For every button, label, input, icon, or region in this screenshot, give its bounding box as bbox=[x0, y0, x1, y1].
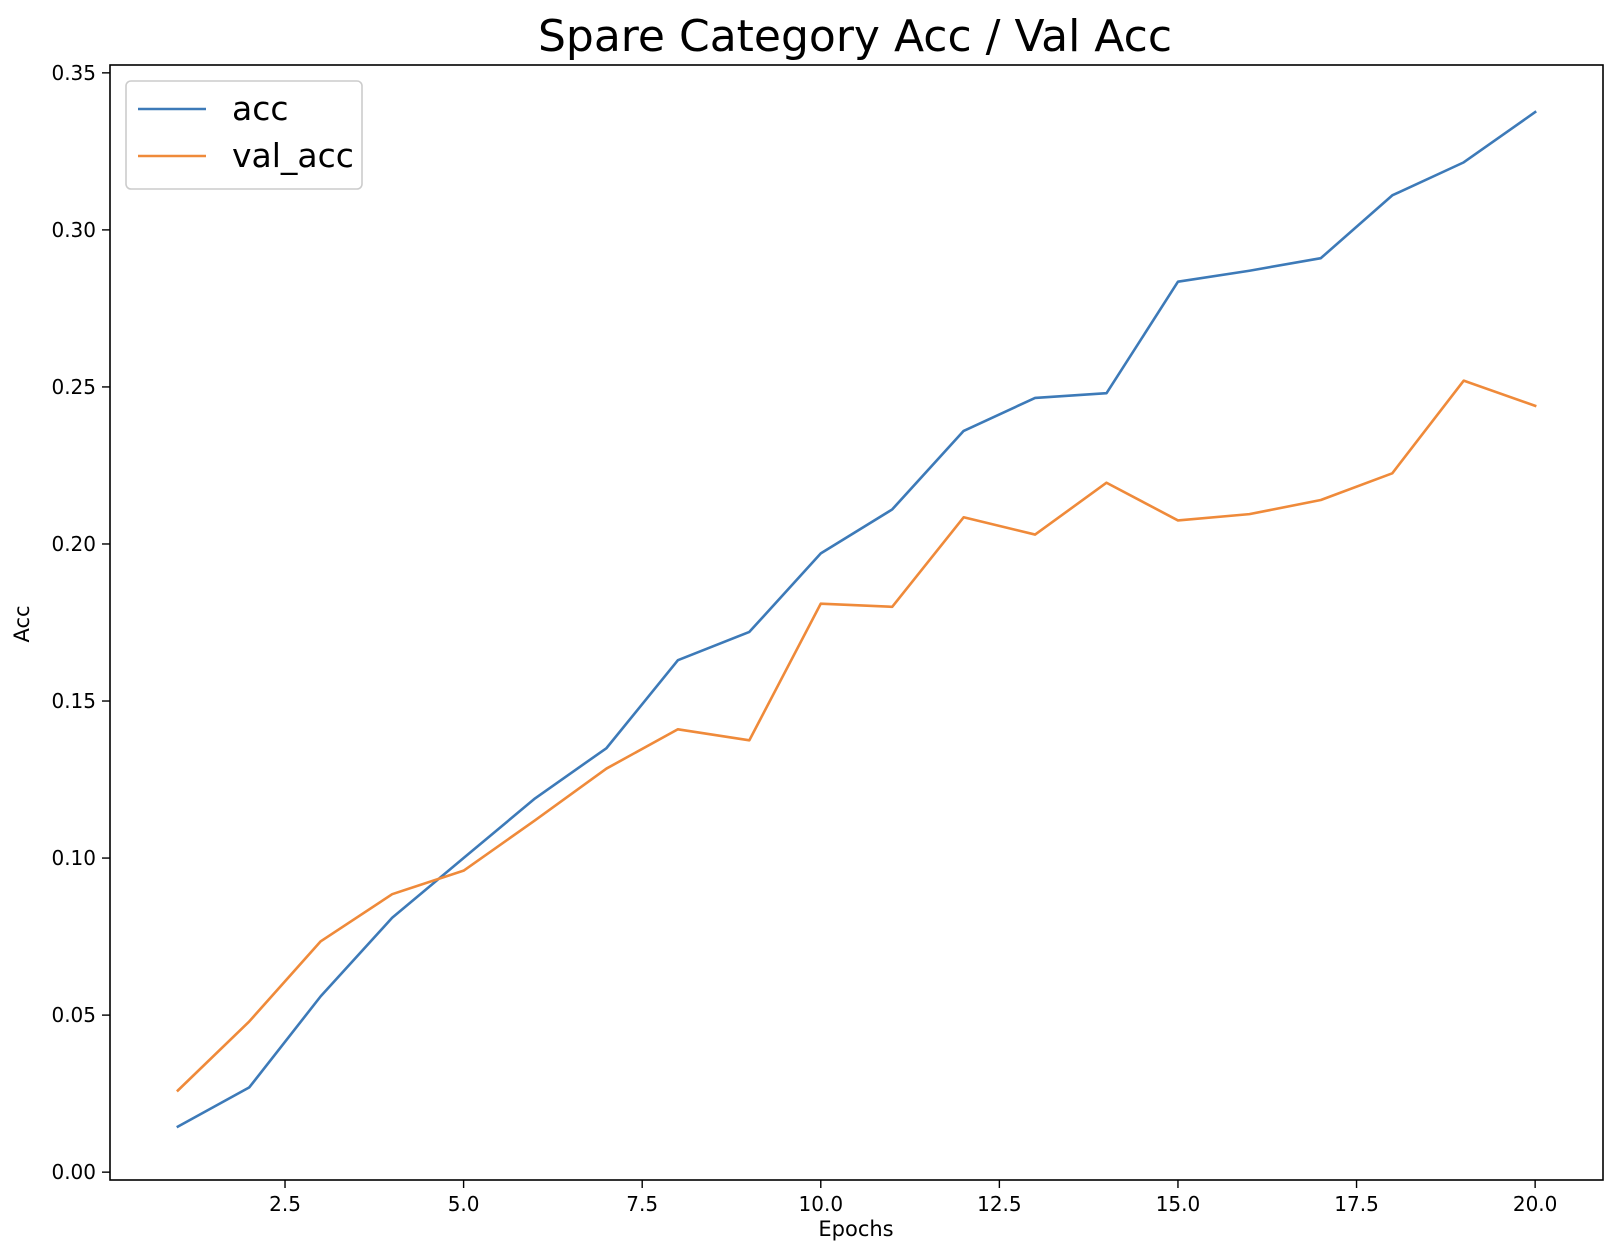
legend: acc val_acc bbox=[125, 80, 363, 190]
y-axis: 0.00 0.05 0.10 0.15 0.20 0.25 0.30 0.35 bbox=[51, 61, 110, 1184]
legend-label: val_acc bbox=[232, 136, 354, 175]
series-layer bbox=[176, 110, 1537, 1129]
x-tick-label: 2.5 bbox=[269, 1192, 301, 1216]
y-tick-label: 0.35 bbox=[51, 61, 96, 85]
x-tick-label: 15.0 bbox=[1156, 1192, 1201, 1216]
x-tick-label: 7.5 bbox=[626, 1192, 658, 1216]
x-tick-label: 12.5 bbox=[977, 1192, 1022, 1216]
y-tick-label: 0.00 bbox=[51, 1160, 96, 1184]
y-tick-label: 0.25 bbox=[51, 375, 96, 399]
y-tick-label: 0.30 bbox=[51, 218, 96, 242]
x-tick-label: 10.0 bbox=[799, 1192, 844, 1216]
series-line-val-acc bbox=[176, 379, 1537, 1093]
x-tick-label: 20.0 bbox=[1513, 1192, 1558, 1216]
chart-title: Spare Category Acc / Val Acc bbox=[538, 11, 1172, 62]
y-tick-label: 0.20 bbox=[51, 532, 96, 556]
y-tick-label: 0.05 bbox=[51, 1003, 96, 1027]
x-axis: 2.5 5.0 7.5 10.0 12.5 15.0 17.5 20.0 bbox=[269, 1180, 1557, 1216]
y-axis-label: Acc bbox=[10, 605, 34, 642]
x-axis-label: Epochs bbox=[818, 1217, 893, 1241]
x-tick-label: 5.0 bbox=[448, 1192, 480, 1216]
x-tick-label: 17.5 bbox=[1334, 1192, 1379, 1216]
legend-label: acc bbox=[232, 89, 289, 128]
series-line-acc bbox=[176, 110, 1537, 1129]
plot-area bbox=[110, 65, 1603, 1180]
plot-frame bbox=[109, 64, 1604, 1181]
y-tick-label: 0.15 bbox=[51, 689, 96, 713]
y-tick-label: 0.10 bbox=[51, 846, 96, 870]
